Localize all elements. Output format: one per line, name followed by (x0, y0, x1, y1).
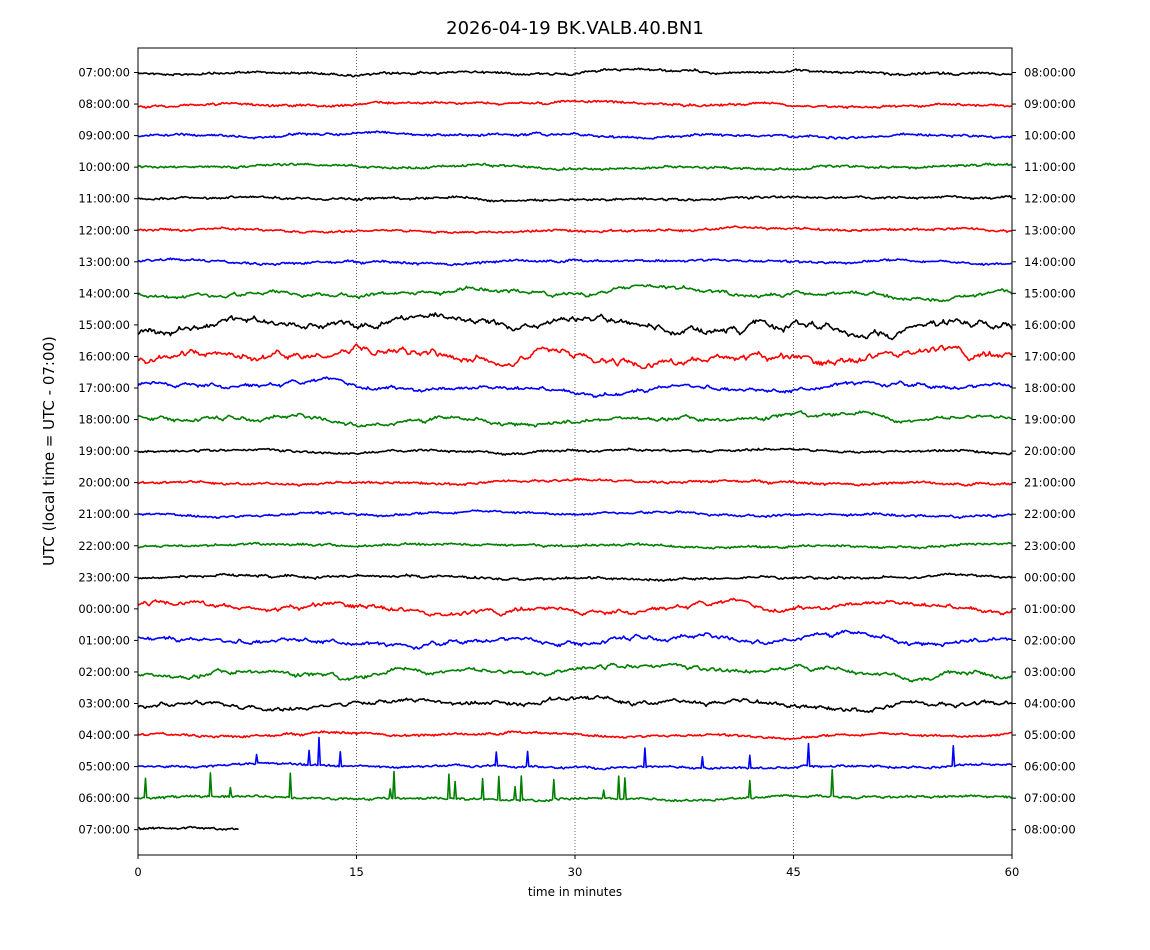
right-tick-label: 08:00:00 (1024, 66, 1076, 80)
left-tick-label: 19:00:00 (78, 444, 130, 458)
left-tick-label: 09:00:00 (78, 129, 130, 143)
right-tick-label: 16:00:00 (1024, 318, 1076, 332)
x-tick-label: 45 (786, 865, 801, 879)
trace-row-3 (137, 162, 1013, 172)
right-tick-label: 15:00:00 (1024, 286, 1076, 300)
trace-row-8 (137, 312, 1013, 341)
left-tick-label: 07:00:00 (78, 823, 130, 837)
right-tick-label: 03:00:00 (1024, 665, 1076, 679)
trace-row-12 (137, 447, 1013, 456)
right-tick-label: 09:00:00 (1024, 97, 1076, 111)
left-tick-label: 00:00:00 (78, 602, 130, 616)
left-tick-label: 05:00:00 (78, 760, 130, 774)
right-tick-label: 18:00:00 (1024, 381, 1076, 395)
trace-row-6 (137, 257, 1013, 267)
trace-row-24 (137, 825, 239, 831)
right-tick-label: 10:00:00 (1024, 129, 1076, 143)
left-tick-label: 17:00:00 (78, 381, 130, 395)
left-tick-label: 13:00:00 (78, 255, 130, 269)
right-tick-label: 19:00:00 (1024, 413, 1076, 427)
left-tick-label: 07:00:00 (78, 66, 130, 80)
trace-row-11 (137, 410, 1013, 428)
left-tick-label: 21:00:00 (78, 507, 130, 521)
trace-row-21 (137, 730, 1013, 741)
left-tick-label: 06:00:00 (78, 791, 130, 805)
right-tick-labels: 08:00:00 09:00:00 10:00:00 11:00:00 12:00:00… (1012, 66, 1076, 837)
left-tick-label: 03:00:00 (78, 697, 130, 711)
right-tick-label: 07:00:00 (1024, 791, 1076, 805)
left-tick-label: 12:00:00 (78, 223, 130, 237)
trace-row-13 (137, 477, 1013, 487)
trace-row-18 (137, 629, 1013, 650)
trace-row-14 (137, 509, 1013, 520)
right-tick-label: 01:00:00 (1024, 602, 1076, 616)
left-tick-label: 10:00:00 (78, 160, 130, 174)
x-tick-labels: 0 15 30 45 60 (134, 855, 1019, 879)
left-tick-label: 15:00:00 (78, 318, 130, 332)
trace-row-7 (137, 283, 1013, 303)
trace-row-5 (137, 225, 1013, 235)
right-tick-label: 13:00:00 (1024, 223, 1076, 237)
trace-row-0 (137, 67, 1013, 78)
trace-row-4 (138, 194, 1013, 203)
traces (137, 67, 1013, 831)
grid-lines (356, 48, 794, 855)
trace-row-23 (137, 768, 1013, 803)
left-tick-label: 18:00:00 (78, 413, 130, 427)
trace-row-20 (137, 694, 1013, 714)
left-tick-label: 01:00:00 (78, 633, 130, 647)
right-tick-label: 05:00:00 (1024, 728, 1076, 742)
right-tick-label: 04:00:00 (1024, 697, 1076, 711)
x-axis-label: time in minutes (528, 885, 622, 899)
left-tick-label: 02:00:00 (78, 665, 130, 679)
x-tick-label: 30 (568, 865, 583, 879)
right-tick-label: 17:00:00 (1024, 349, 1076, 363)
right-tick-label: 22:00:00 (1024, 507, 1076, 521)
trace-row-10 (137, 376, 1013, 399)
right-tick-label: 20:00:00 (1024, 444, 1076, 458)
trace-row-15 (138, 541, 1013, 550)
y-axis-label: UTC (local time = UTC - 07:00) (40, 336, 58, 566)
trace-row-19 (137, 662, 1013, 683)
right-tick-label: 21:00:00 (1024, 476, 1076, 490)
right-tick-label: 14:00:00 (1024, 255, 1076, 269)
right-tick-label: 00:00:00 (1024, 570, 1076, 584)
trace-row-22 (137, 736, 1013, 771)
chart-title: 2026-04-19 BK.VALB.40.BN1 (446, 18, 704, 39)
trace-row-17 (137, 597, 1013, 617)
left-tick-label: 04:00:00 (78, 728, 130, 742)
right-tick-label: 11:00:00 (1024, 160, 1076, 174)
left-tick-label: 08:00:00 (78, 97, 130, 111)
right-tick-label: 08:00:00 (1024, 823, 1076, 837)
trace-row-9 (137, 343, 1013, 370)
x-tick-label: 15 (349, 865, 364, 879)
left-tick-label: 11:00:00 (78, 192, 130, 206)
left-tick-label: 23:00:00 (78, 570, 130, 584)
right-tick-label: 23:00:00 (1024, 539, 1076, 553)
right-tick-label: 12:00:00 (1024, 192, 1076, 206)
trace-row-2 (137, 130, 1013, 140)
left-tick-label: 16:00:00 (78, 349, 130, 363)
trace-row-1 (137, 99, 1013, 109)
left-tick-label: 20:00:00 (78, 476, 130, 490)
trace-row-16 (137, 572, 1013, 582)
left-tick-labels: 07:00:00 08:00:00 09:00:00 10:00:00 11:00:00… (78, 66, 138, 837)
right-tick-label: 02:00:00 (1024, 633, 1076, 647)
left-tick-label: 22:00:00 (78, 539, 130, 553)
x-tick-label: 60 (1005, 865, 1020, 879)
left-tick-label: 14:00:00 (78, 286, 130, 300)
x-tick-label: 0 (134, 865, 141, 879)
right-tick-label: 06:00:00 (1024, 760, 1076, 774)
